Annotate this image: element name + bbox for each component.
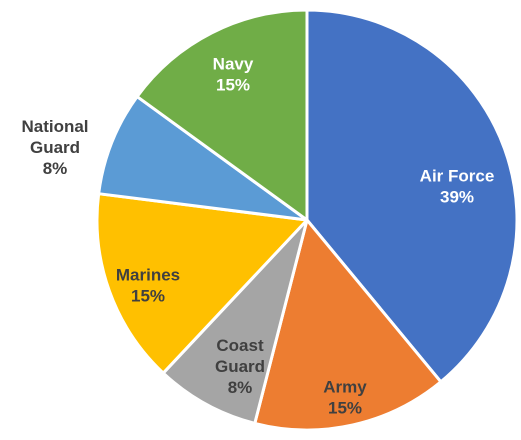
pie-category-label: Marines [116,266,180,285]
pie-slice-national-guard [97,95,309,222]
pie-slice-navy [135,8,309,222]
pie-category-label: Guard [30,138,80,157]
pie-category-label: Guard [215,357,265,376]
pie-value-label: 15% [328,399,362,418]
pie-category-label: National [21,117,88,136]
pie-label-national-guard: National Guard 8% [21,117,88,178]
pie-category-label: Coast [216,336,264,355]
pie-category-label: Air Force [420,167,495,186]
labels-layer: Air Force 39% Army 15% Coast Guard 8% Marines 15… [21,55,494,418]
pie-value-label: 15% [216,76,250,95]
pie-label-army: Army 15% [323,378,367,418]
pie-label-marines: Marines 15% [116,266,180,306]
pie-slice-army [253,218,443,432]
pie-label-navy: Navy 15% [213,55,254,95]
pie-value-label: 15% [131,287,165,306]
pie-category-label: Navy [213,55,254,74]
pie-slice-marines [95,192,309,375]
pie-value-label: 8% [228,378,253,397]
pie-value-label: 39% [440,188,474,207]
pie-slice-air-force [305,8,519,384]
pie-value-label: 8% [43,159,68,178]
pie-label-air-force: Air Force 39% [420,167,495,207]
pie-slice-coast-guard [161,218,309,425]
pie-category-label: Army [323,378,367,397]
slices-layer [95,8,519,432]
pie-label-coast-guard: Coast Guard 8% [215,336,265,397]
